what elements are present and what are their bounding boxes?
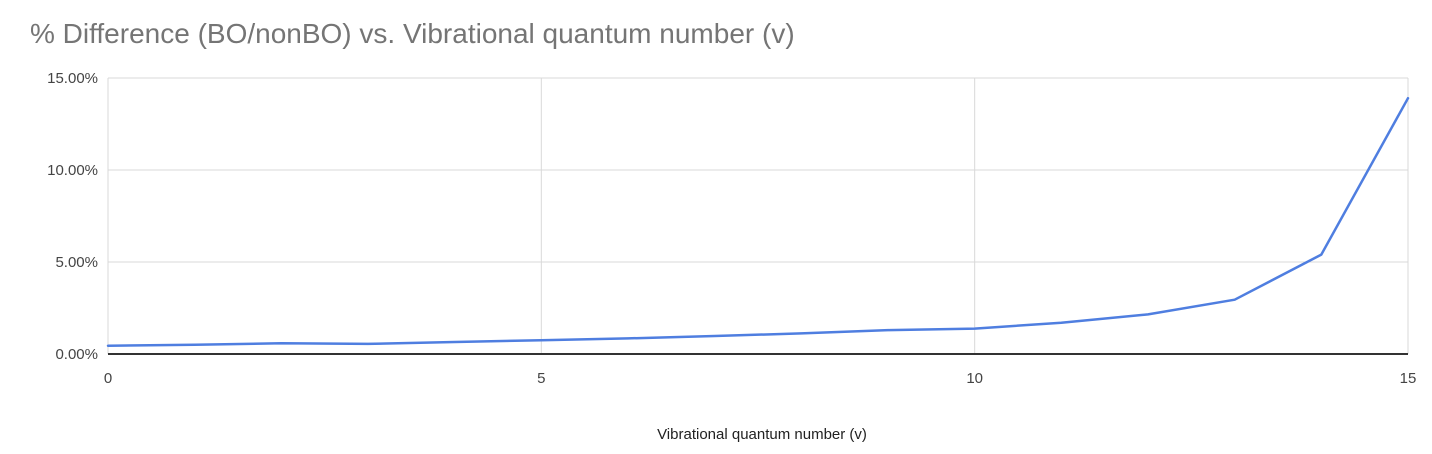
y-tick-labels: 0.00% 5.00% 10.00% 15.00%: [47, 70, 98, 363]
grid-lines: [107, 77, 1409, 354]
y-tick-label: 0.00%: [55, 346, 98, 363]
series-layer: [106, 96, 1410, 347]
chart-title: % Difference (BO/nonBO) vs. Vibrational …: [30, 18, 795, 49]
y-tick-label: 15.00%: [47, 70, 98, 87]
x-tick-label: 10: [966, 370, 983, 387]
x-axis-title: Vibrational quantum number (v): [657, 426, 867, 443]
y-tick-label: 10.00%: [47, 162, 98, 179]
series-line: [106, 96, 1410, 347]
y-tick-label: 5.00%: [55, 254, 98, 271]
x-tick-labels: 0 5 10 15: [104, 370, 1417, 387]
x-tick-label: 5: [537, 370, 545, 387]
x-tick-label: 15: [1400, 370, 1417, 387]
x-tick-label: 0: [104, 370, 112, 387]
